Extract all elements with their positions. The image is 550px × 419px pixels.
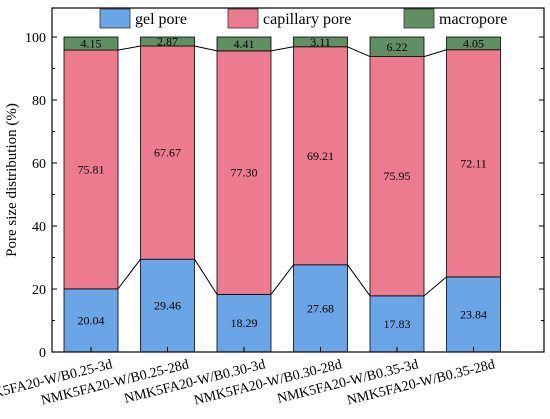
plot-frame [51, 7, 545, 353]
value-label: 69.21 [307, 149, 334, 163]
legend-label: capillary pore [263, 11, 351, 28]
bar-segment [293, 36, 348, 48]
bar-segment [63, 288, 119, 353]
legend-swatch [227, 8, 259, 29]
y-tick-label: 80 [32, 94, 46, 109]
y-tick-label: 60 [32, 157, 46, 172]
value-label: 4.41 [234, 37, 255, 51]
value-label: 18.29 [231, 316, 258, 330]
bar-segment [369, 56, 425, 297]
connector-line [270, 46, 294, 52]
value-label: 6.22 [387, 40, 408, 54]
bar-segment [63, 36, 119, 51]
bar-segment [293, 46, 348, 266]
connector-line [347, 46, 371, 58]
connector-line [194, 258, 218, 295]
value-label: 17.83 [384, 317, 411, 331]
value-label: 67.67 [154, 146, 181, 160]
connector-line [117, 258, 141, 290]
bar-segment [446, 276, 501, 353]
connector-line [194, 45, 218, 52]
bar-segment [216, 36, 272, 52]
value-label: 20.04 [78, 313, 105, 327]
y-axis: 0 20 40 60 80 100 [25, 31, 544, 361]
connector-line [423, 49, 447, 58]
y-tick-label: 40 [32, 220, 46, 235]
bar-segment [369, 36, 425, 57]
bar-segment [63, 49, 119, 290]
value-label: 72.11 [460, 156, 487, 170]
legend-label: macropore [439, 11, 507, 28]
value-label: 75.95 [384, 169, 411, 183]
value-label: 29.46 [154, 299, 181, 313]
bars-layer [63, 36, 501, 353]
y-axis-title: Pore size distribution (%) [4, 103, 20, 257]
value-label: 77.30 [231, 166, 258, 180]
value-label: 4.15 [81, 37, 102, 51]
y-tick-label: 100 [25, 31, 46, 46]
connector-line [423, 276, 447, 297]
bar-segment [369, 295, 425, 353]
legend: gel pore capillary pore macropore [99, 8, 507, 29]
bar-segment [140, 36, 195, 47]
bar-segment [446, 36, 501, 51]
connector-line [117, 45, 141, 51]
bar-segment [140, 45, 195, 260]
legend-label: gel pore [135, 11, 187, 28]
y-tick-label: 0 [39, 346, 46, 361]
legend-swatch [99, 8, 131, 29]
connector-line [347, 264, 371, 297]
x-axis: NMK5FA20-W/B0.25-3dNMK5FA20-W/B0.25-28dN… [0, 347, 496, 409]
value-label: 4.05 [463, 36, 484, 50]
connectors-layer [117, 45, 447, 297]
bar-segment [140, 258, 195, 353]
value-label: 3.11 [310, 35, 331, 49]
value-label: 23.84 [460, 307, 487, 321]
bar-segment [446, 49, 501, 278]
value-label: 75.81 [78, 162, 105, 176]
value-label: 27.68 [307, 301, 334, 315]
y-tick-label: 20 [32, 283, 46, 298]
legend-swatch [403, 8, 435, 29]
connector-line [270, 264, 294, 295]
value-labels-layer: 20.04 75.81 4.15 29.46 67.67 2.87 18.29 77.30 4.… [78, 35, 488, 331]
value-label: 2.87 [157, 35, 178, 49]
bar-segment [216, 50, 272, 295]
